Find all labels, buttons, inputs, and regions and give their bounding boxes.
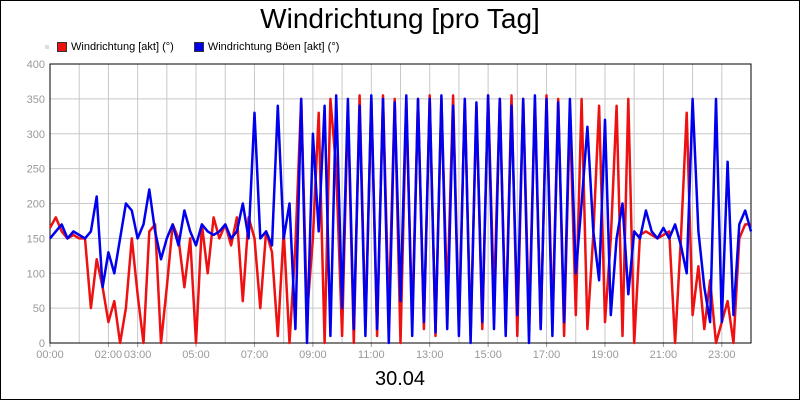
- x-tick-label: 17:00: [533, 349, 561, 361]
- y-tick-label: 250: [27, 164, 45, 176]
- y-tick-label: 400: [27, 59, 45, 71]
- x-axis-caption: 30.04: [374, 368, 426, 390]
- y-tick-label: 50: [33, 303, 45, 315]
- x-tick-label: 11:00: [358, 349, 385, 361]
- y-tick-label: 0: [39, 338, 45, 350]
- y-tick-label: 150: [27, 233, 45, 245]
- legend-item-series-1: Windrichtung [akt] (°): [57, 41, 174, 53]
- legend-label-series-2: Windrichtung Böen [akt] (°): [207, 41, 340, 53]
- chart-legend: Windrichtung [akt] (°) Windrichtung Böen…: [45, 41, 359, 53]
- x-tick-label: 21:00: [650, 349, 678, 361]
- x-tick-label: 23:00: [708, 349, 736, 361]
- y-tick-label: 300: [27, 129, 45, 141]
- chart-title: Windrichtung [pro Tag]: [260, 3, 540, 34]
- series-line-2: [49, 94, 753, 345]
- legend-item-series-2: Windrichtung Böen [akt] (°): [193, 41, 340, 53]
- x-tick-label: 19:00: [591, 349, 619, 361]
- y-tick-label: 200: [27, 199, 45, 211]
- x-tick-label: 05:00: [182, 349, 210, 361]
- legend-swatch-red-icon: [57, 42, 67, 52]
- x-tick-label: 02:00: [95, 349, 123, 361]
- x-tick-label: 09:00: [299, 349, 327, 361]
- y-tick-label: 350: [27, 94, 45, 106]
- legend-marker-icon: [45, 45, 49, 49]
- y-tick-label: 100: [27, 268, 45, 280]
- x-tick-label: 00:00: [36, 349, 64, 361]
- x-tick-label: 13:00: [416, 349, 444, 361]
- x-tick-label: 03:00: [124, 349, 152, 361]
- series-line-1: [48, 94, 751, 345]
- legend-swatch-blue-icon: [193, 42, 204, 52]
- legend-label-series-1: Windrichtung [akt] (°): [71, 41, 174, 53]
- x-tick-label: 07:00: [241, 349, 269, 361]
- x-tick-label: 15:00: [474, 349, 502, 361]
